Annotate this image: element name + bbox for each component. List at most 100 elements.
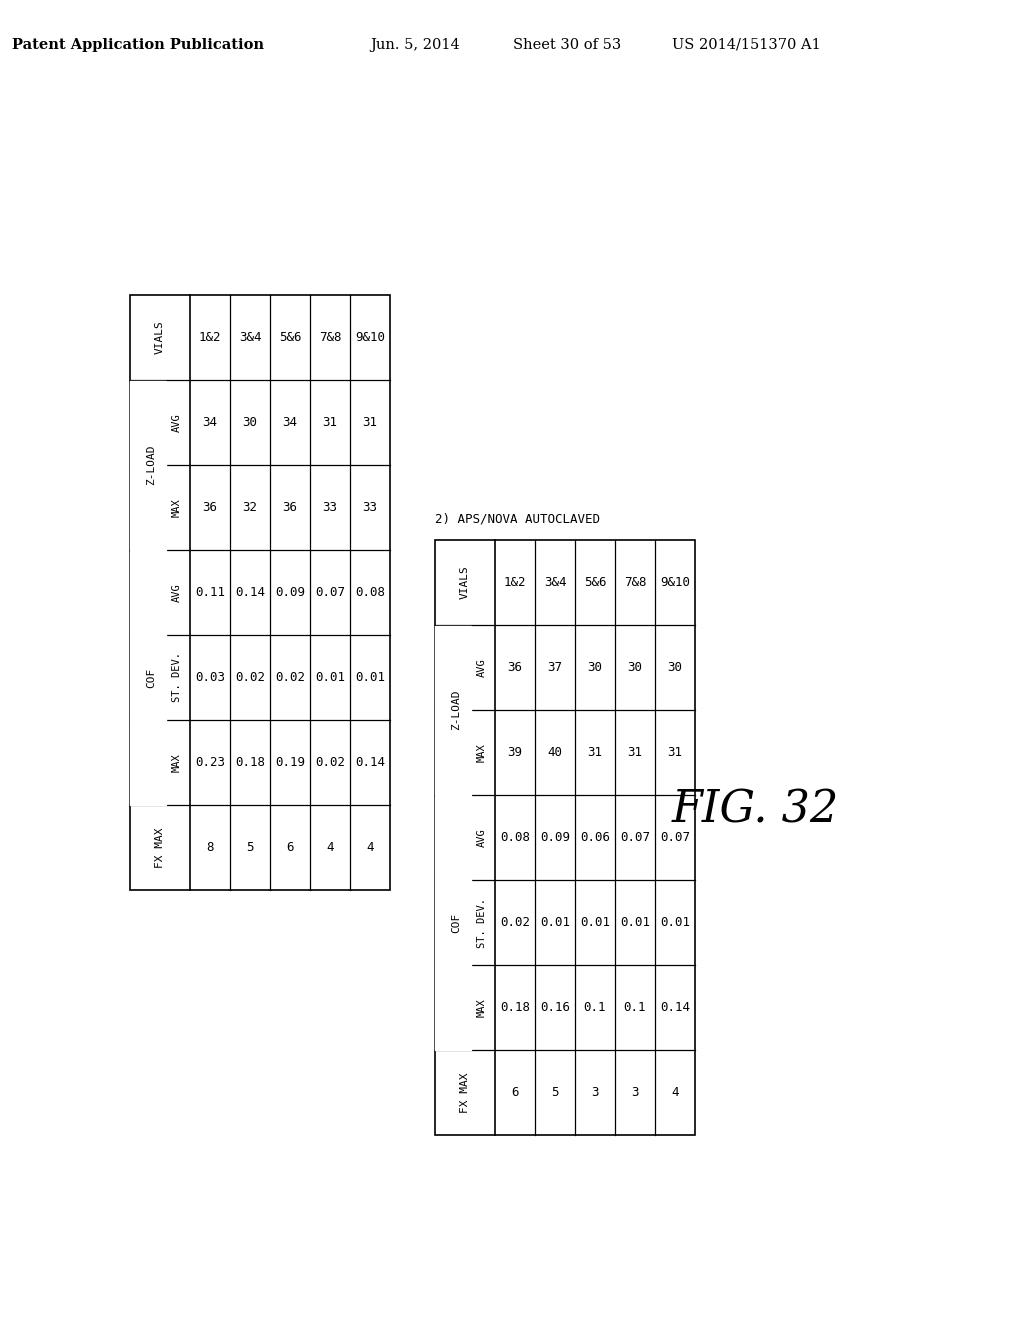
Text: 0.08: 0.08	[500, 832, 530, 843]
Text: 3: 3	[631, 1086, 639, 1100]
Text: 30: 30	[628, 661, 642, 675]
Text: VIALS: VIALS	[155, 321, 165, 354]
Text: 0.11: 0.11	[195, 586, 225, 599]
Text: 0.07: 0.07	[315, 586, 345, 599]
Text: 0.01: 0.01	[355, 671, 385, 684]
Text: 31: 31	[668, 746, 683, 759]
Text: 8: 8	[206, 841, 214, 854]
Text: 31: 31	[628, 746, 642, 759]
Text: 0.16: 0.16	[540, 1001, 570, 1014]
Bar	[435, 540, 695, 1135]
Text: Patent Application Publication: Patent Application Publication	[12, 38, 264, 51]
Text: 0.08: 0.08	[355, 586, 385, 599]
Bar	[130, 294, 390, 890]
Text: 30: 30	[588, 661, 602, 675]
Text: Z-LOAD: Z-LOAD	[451, 690, 461, 730]
Polygon shape	[435, 796, 471, 1049]
Text: 37: 37	[548, 661, 562, 675]
Text: 0.02: 0.02	[275, 671, 305, 684]
Text: MAX: MAX	[172, 498, 182, 517]
Text: AVG: AVG	[477, 828, 486, 847]
Text: 2) APS/NOVA AUTOCLAVED: 2) APS/NOVA AUTOCLAVED	[435, 512, 600, 525]
Text: 31: 31	[362, 416, 378, 429]
Text: 30: 30	[668, 661, 683, 675]
Text: 0.23: 0.23	[195, 756, 225, 770]
Text: 0.09: 0.09	[540, 832, 570, 843]
Text: MAX: MAX	[477, 743, 486, 762]
Text: ST. DEV.: ST. DEV.	[477, 898, 486, 948]
Text: 0.14: 0.14	[234, 586, 265, 599]
Text: FIG. 32: FIG. 32	[672, 788, 840, 832]
Text: 5&6: 5&6	[584, 576, 606, 589]
Text: 0.02: 0.02	[500, 916, 530, 929]
Text: COF: COF	[451, 912, 461, 933]
Text: 9&10: 9&10	[660, 576, 690, 589]
Text: 33: 33	[362, 502, 378, 513]
Text: 32: 32	[243, 502, 257, 513]
Text: 36: 36	[203, 502, 217, 513]
Text: 39: 39	[508, 746, 522, 759]
Text: 0.02: 0.02	[234, 671, 265, 684]
Polygon shape	[130, 380, 166, 549]
Text: 6: 6	[511, 1086, 519, 1100]
Text: AVG: AVG	[477, 659, 486, 677]
Text: 1&2: 1&2	[504, 576, 526, 589]
Text: 5: 5	[246, 841, 254, 854]
Polygon shape	[130, 550, 166, 804]
Text: MAX: MAX	[172, 754, 182, 772]
Text: 4: 4	[367, 841, 374, 854]
Text: MAX: MAX	[477, 998, 486, 1016]
Text: AVG: AVG	[172, 583, 182, 602]
Text: 34: 34	[283, 416, 298, 429]
Text: 4: 4	[327, 841, 334, 854]
Text: 0.01: 0.01	[315, 671, 345, 684]
Text: 3&4: 3&4	[544, 576, 566, 589]
Text: 0.18: 0.18	[500, 1001, 530, 1014]
Text: 36: 36	[283, 502, 298, 513]
Text: 5: 5	[551, 1086, 559, 1100]
Text: 36: 36	[508, 661, 522, 675]
Text: 0.1: 0.1	[624, 1001, 646, 1014]
Text: 0.01: 0.01	[660, 916, 690, 929]
Text: 31: 31	[588, 746, 602, 759]
Polygon shape	[435, 626, 471, 795]
Text: 40: 40	[548, 746, 562, 759]
Text: 0.02: 0.02	[315, 756, 345, 770]
Text: VIALS: VIALS	[460, 566, 470, 599]
Text: 0.03: 0.03	[195, 671, 225, 684]
Text: 0.07: 0.07	[620, 832, 650, 843]
Text: 5&6: 5&6	[279, 331, 301, 345]
Text: 31: 31	[323, 416, 338, 429]
Text: 6: 6	[287, 841, 294, 854]
Text: 0.01: 0.01	[620, 916, 650, 929]
Text: FX MAX: FX MAX	[155, 828, 165, 867]
Text: 0.18: 0.18	[234, 756, 265, 770]
Text: US 2014/151370 A1: US 2014/151370 A1	[672, 38, 821, 51]
Text: FX MAX: FX MAX	[460, 1072, 470, 1113]
Text: 0.06: 0.06	[580, 832, 610, 843]
Text: 1&2: 1&2	[199, 331, 221, 345]
Text: ST. DEV.: ST. DEV.	[172, 652, 182, 702]
Text: 0.07: 0.07	[660, 832, 690, 843]
Text: 0.09: 0.09	[275, 586, 305, 599]
Text: 9&10: 9&10	[355, 331, 385, 345]
Text: 7&8: 7&8	[624, 576, 646, 589]
Text: 0.01: 0.01	[540, 916, 570, 929]
Text: 0.19: 0.19	[275, 756, 305, 770]
Text: AVG: AVG	[172, 413, 182, 432]
Text: 7&8: 7&8	[318, 331, 341, 345]
Text: 0.14: 0.14	[355, 756, 385, 770]
Text: Z-LOAD: Z-LOAD	[146, 445, 156, 486]
Text: 30: 30	[243, 416, 257, 429]
Text: 33: 33	[323, 502, 338, 513]
Text: 3&4: 3&4	[239, 331, 261, 345]
Text: COF: COF	[146, 668, 156, 688]
Text: 0.1: 0.1	[584, 1001, 606, 1014]
Text: 34: 34	[203, 416, 217, 429]
Text: Sheet 30 of 53: Sheet 30 of 53	[513, 38, 622, 51]
Text: 4: 4	[672, 1086, 679, 1100]
Text: 0.01: 0.01	[580, 916, 610, 929]
Text: 0.14: 0.14	[660, 1001, 690, 1014]
Text: 3: 3	[591, 1086, 599, 1100]
Text: Jun. 5, 2014: Jun. 5, 2014	[370, 38, 460, 51]
